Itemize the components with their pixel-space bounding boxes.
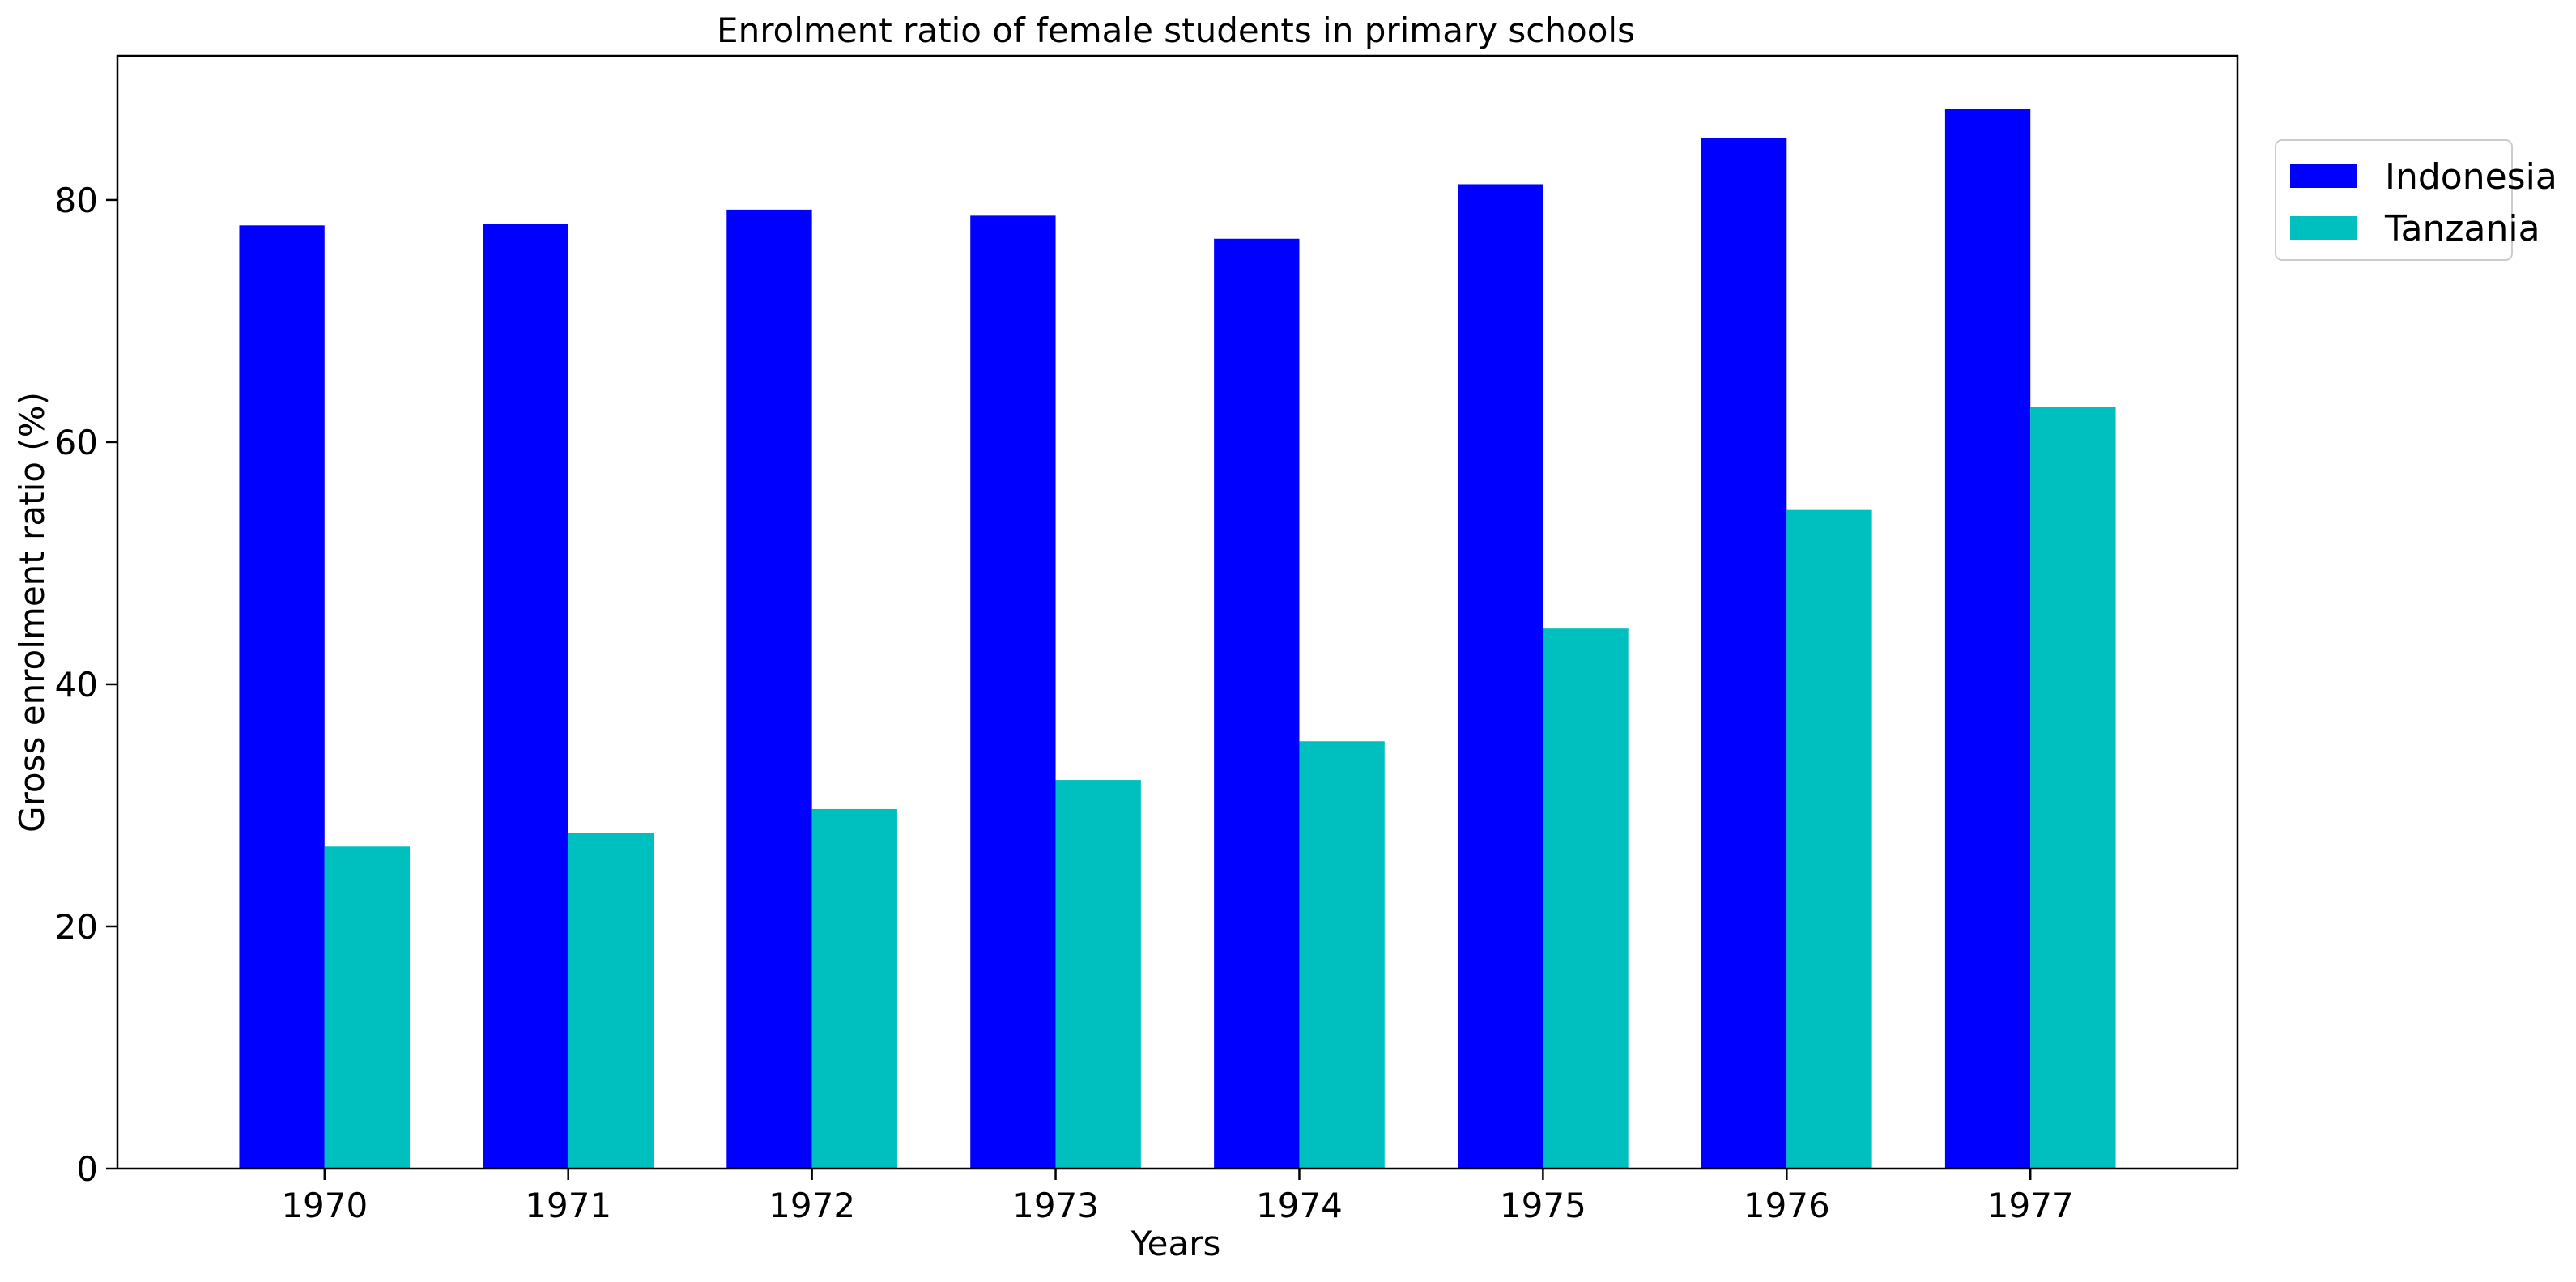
bar-tanzania-1977 [2030,407,2116,1169]
chart-title: Enrolment ratio of female students in pr… [717,11,1635,50]
x-tick-label-1972: 1972 [769,1186,855,1225]
x-tick-label-1974: 1974 [1256,1186,1343,1225]
y-tick-label-80: 80 [55,181,98,220]
bar-indonesia-1976 [1701,138,1787,1169]
x-axis-ticks: 1970 1971 1972 1973 1974 1975 1976 1977 [281,1169,2074,1225]
bar-indonesia-1970 [239,225,325,1169]
y-tick-label-0: 0 [76,1149,98,1189]
bar-indonesia-1971 [483,224,568,1169]
legend-swatch-indonesia [2290,164,2357,188]
y-tick-label-40: 40 [55,665,98,705]
x-tick-label-1975: 1975 [1500,1186,1586,1225]
bar-indonesia-1972 [726,209,812,1169]
bar-tanzania-1971 [568,833,654,1169]
legend-label-indonesia: Indonesia [2385,156,2557,198]
x-axis-label: Years [1130,1224,1221,1263]
bar-indonesia-1973 [970,215,1056,1169]
legend: Indonesia Tanzania [2275,139,2557,261]
bar-tanzania-1975 [1543,628,1629,1169]
legend-label-tanzania: Tanzania [2384,208,2540,249]
x-tick-label-1976: 1976 [1744,1186,1830,1225]
bar-tanzania-1974 [1299,741,1385,1169]
x-tick-label-1971: 1971 [525,1186,611,1225]
y-tick-label-20: 20 [55,907,98,947]
bar-indonesia-1974 [1214,238,1300,1169]
bar-tanzania-1976 [1786,509,1872,1169]
bar-tanzania-1970 [324,846,411,1169]
bars-layer [239,109,2116,1169]
y-axis-ticks: 0 20 40 60 80 [55,181,117,1189]
legend-swatch-tanzania [2290,216,2357,240]
plot-frame [116,54,2239,1170]
bar-tanzania-1973 [1055,780,1141,1169]
bar-indonesia-1975 [1458,184,1543,1169]
x-tick-label-1977: 1977 [1987,1186,2074,1225]
bar-indonesia-1977 [1944,109,2031,1169]
bar-tanzania-1972 [811,808,897,1169]
y-axis-label: Gross enrolment ratio (%) [12,392,52,833]
x-tick-label-1973: 1973 [1012,1186,1099,1225]
x-tick-label-1970: 1970 [281,1186,368,1225]
y-tick-label-60: 60 [55,423,98,462]
